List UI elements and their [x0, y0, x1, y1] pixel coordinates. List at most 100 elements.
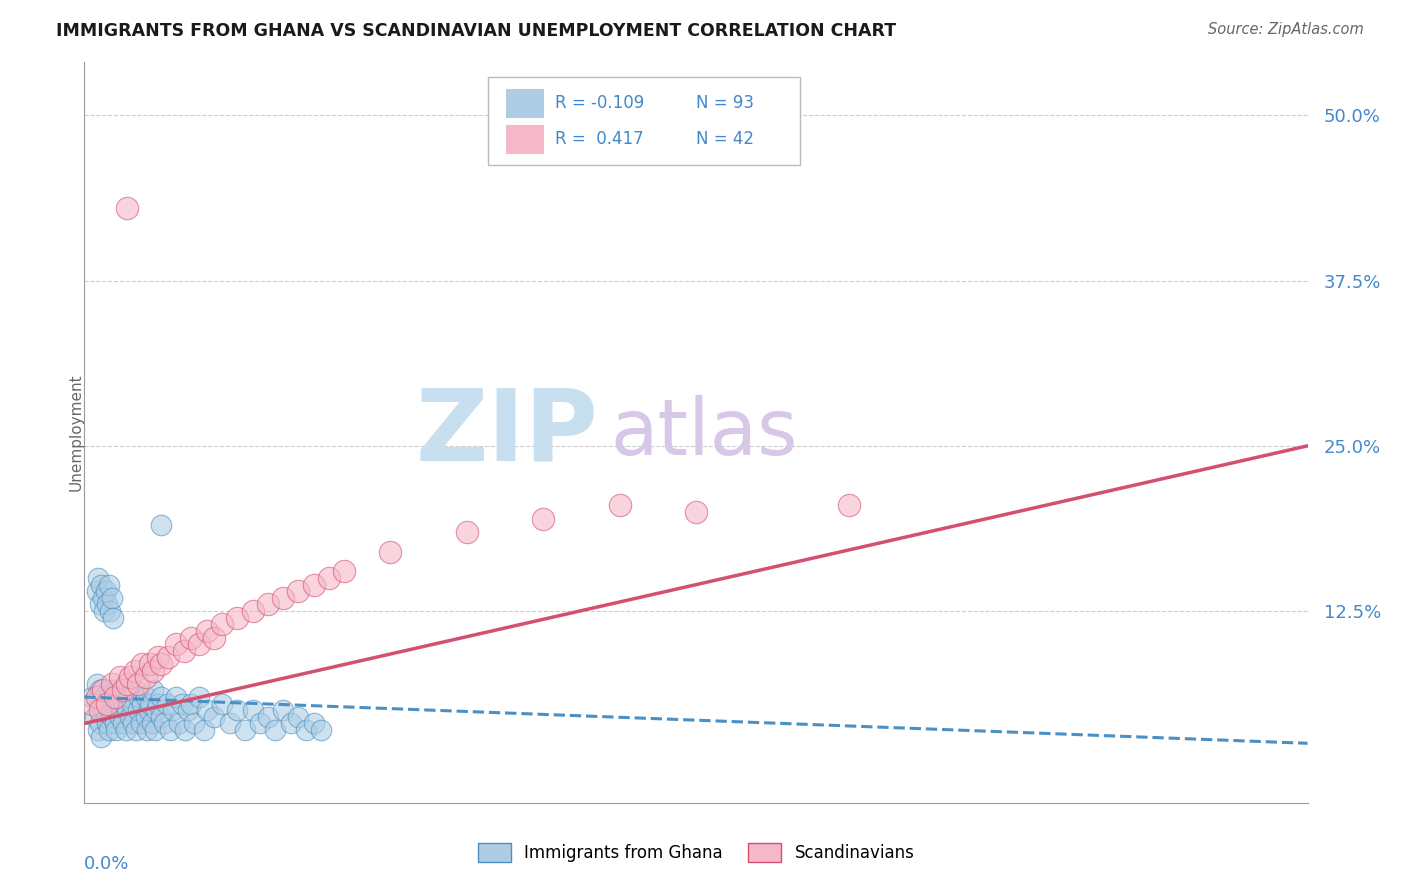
Point: [257, 598, 280, 612]
Point: [143, 723, 166, 737]
Point: [211, 617, 233, 632]
Point: [456, 524, 478, 539]
Point: [91, 591, 114, 605]
Point: [271, 591, 294, 605]
Point: [302, 716, 325, 731]
Point: [685, 505, 707, 519]
Point: [146, 697, 169, 711]
Point: [104, 690, 127, 704]
Point: [135, 670, 157, 684]
Point: [120, 710, 142, 724]
Point: [90, 577, 112, 591]
Point: [104, 716, 127, 731]
Point: [89, 703, 111, 717]
Point: [93, 690, 115, 704]
Point: [145, 703, 167, 717]
Point: [153, 716, 176, 731]
FancyBboxPatch shape: [488, 78, 800, 165]
Point: [180, 631, 202, 645]
Point: [98, 690, 121, 704]
Point: [249, 716, 271, 731]
Point: [609, 499, 631, 513]
Point: [141, 716, 163, 731]
Point: [233, 723, 256, 737]
Point: [264, 723, 287, 737]
Point: [195, 624, 218, 638]
Point: [183, 716, 205, 731]
Point: [96, 598, 118, 612]
Point: [127, 677, 149, 691]
Point: [111, 716, 134, 731]
Point: [80, 697, 103, 711]
Text: 0.0%: 0.0%: [84, 855, 129, 872]
Text: R =  0.417: R = 0.417: [555, 129, 644, 148]
Point: [103, 697, 125, 711]
Point: [97, 577, 120, 591]
Point: [180, 697, 202, 711]
Point: [115, 703, 138, 717]
Point: [96, 697, 118, 711]
Text: Source: ZipAtlas.com: Source: ZipAtlas.com: [1208, 22, 1364, 37]
Point: [122, 716, 145, 731]
Point: [138, 703, 160, 717]
Point: [257, 710, 280, 724]
Point: [136, 723, 159, 737]
Point: [131, 697, 153, 711]
Point: [202, 631, 225, 645]
Point: [174, 723, 197, 737]
Point: [101, 677, 124, 691]
Point: [115, 677, 138, 691]
Point: [156, 697, 179, 711]
Point: [105, 723, 128, 737]
Point: [124, 664, 146, 678]
Point: [218, 716, 240, 731]
Point: [531, 511, 554, 525]
Point: [120, 690, 142, 704]
Point: [93, 604, 115, 618]
Point: [80, 690, 103, 704]
Point: [287, 710, 309, 724]
Point: [103, 611, 125, 625]
Point: [188, 637, 211, 651]
Point: [108, 710, 131, 724]
Point: [302, 577, 325, 591]
Point: [139, 697, 162, 711]
Point: [157, 650, 180, 665]
Point: [173, 644, 195, 658]
Point: [149, 657, 172, 671]
Point: [135, 710, 157, 724]
Point: [146, 650, 169, 665]
Point: [195, 703, 218, 717]
Point: [91, 703, 114, 717]
Point: [97, 683, 120, 698]
Text: ZIP: ZIP: [415, 384, 598, 481]
Point: [101, 710, 124, 724]
Point: [89, 598, 111, 612]
Point: [226, 703, 249, 717]
Point: [271, 703, 294, 717]
Point: [96, 716, 118, 731]
Point: [101, 591, 124, 605]
Text: N = 93: N = 93: [696, 95, 754, 112]
Point: [94, 584, 117, 599]
Point: [89, 697, 111, 711]
Text: N = 42: N = 42: [696, 129, 754, 148]
Point: [125, 723, 148, 737]
Point: [165, 637, 187, 651]
Point: [94, 710, 117, 724]
Point: [149, 710, 172, 724]
Point: [89, 716, 111, 731]
Point: [287, 584, 309, 599]
Point: [135, 690, 157, 704]
Point: [128, 690, 150, 704]
Point: [149, 518, 172, 533]
Text: atlas: atlas: [610, 394, 797, 471]
Point: [242, 703, 264, 717]
Point: [142, 664, 165, 678]
Point: [838, 499, 860, 513]
Point: [162, 703, 184, 717]
Point: [89, 683, 111, 698]
Point: [172, 697, 194, 711]
Point: [311, 723, 333, 737]
Point: [188, 690, 211, 704]
